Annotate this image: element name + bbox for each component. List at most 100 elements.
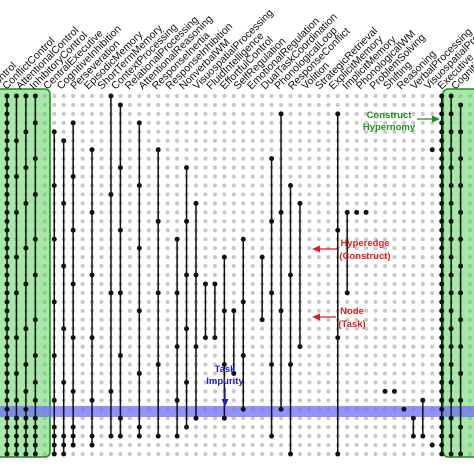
grid-dot — [175, 93, 180, 99]
hyperedge — [155, 147, 161, 439]
grid-dot — [364, 425, 369, 430]
hyperedge — [259, 254, 265, 323]
grid-dot — [392, 228, 397, 233]
grid-dot — [99, 317, 104, 322]
grid-dot — [250, 111, 255, 116]
grid-dot — [382, 228, 388, 233]
grid-dot — [392, 147, 397, 152]
task-node — [439, 227, 445, 233]
hyperedge — [448, 93, 454, 457]
grid-dot — [89, 451, 95, 457]
grid-dot — [420, 156, 425, 161]
task-node — [439, 317, 445, 323]
grid-dot — [316, 344, 321, 349]
grid-dot — [307, 93, 312, 99]
grid-dot — [401, 434, 406, 439]
grid-dot — [430, 335, 435, 340]
task-node — [4, 102, 10, 108]
grid-dot — [260, 451, 265, 457]
grid-dot — [420, 192, 425, 197]
grid-dot — [345, 111, 350, 116]
task-node — [221, 308, 227, 314]
grid-dot — [250, 263, 255, 269]
grid-dot — [382, 281, 388, 287]
grid-dot — [307, 263, 312, 269]
grid-dot — [345, 129, 350, 134]
grid-dot — [260, 102, 265, 108]
grid-dot — [193, 156, 199, 161]
grid-dot — [430, 272, 435, 278]
grid-dot — [80, 416, 85, 421]
hyperedge — [23, 93, 29, 457]
grid-dot — [316, 156, 321, 161]
grid-dot — [401, 165, 406, 170]
grid-dot — [127, 380, 132, 385]
grid-dot — [326, 442, 331, 448]
task-node — [448, 397, 454, 403]
grid-dot — [175, 451, 180, 457]
grid-dot — [411, 398, 416, 403]
task-node — [13, 370, 19, 376]
grid-dot — [165, 290, 170, 295]
grid-dot — [373, 380, 378, 385]
grid-dot — [354, 156, 359, 161]
task-node — [89, 147, 95, 153]
task-node — [23, 129, 29, 135]
grid-dot — [382, 138, 388, 143]
grid-dot — [354, 425, 359, 430]
task-node — [108, 290, 114, 296]
grid-dot — [382, 111, 388, 116]
grid-dot — [231, 129, 236, 134]
grid-dot — [278, 93, 284, 99]
grid-dot — [241, 174, 246, 179]
task-node — [448, 147, 454, 153]
grid-dot — [89, 102, 95, 108]
grid-dot — [364, 398, 369, 403]
grid-dot — [297, 434, 303, 439]
grid-dot — [212, 398, 217, 403]
grid-dot — [250, 326, 255, 331]
grid-dot — [146, 246, 151, 251]
grid-dot — [316, 398, 321, 403]
grid-dot — [212, 165, 217, 170]
grid-dot — [260, 371, 265, 376]
grid-dot — [212, 120, 217, 125]
grid-dot — [326, 451, 331, 457]
task-node — [259, 317, 265, 323]
task-node — [4, 335, 10, 341]
grid-dot — [212, 210, 217, 215]
grid-dot — [420, 219, 425, 224]
grid-dot — [316, 371, 321, 376]
grid-dot — [127, 425, 132, 430]
task-node — [439, 93, 445, 99]
task-node — [439, 147, 445, 153]
grid-dot — [99, 451, 104, 457]
grid-dot — [80, 246, 85, 251]
task-node — [297, 200, 303, 206]
grid-dot — [212, 344, 217, 349]
grid-dot — [203, 237, 208, 242]
construct-hypernomy-line2: Hypernomy — [363, 122, 416, 133]
grid-dot — [52, 93, 57, 99]
grid-dot — [108, 442, 114, 448]
grid-dot — [382, 156, 388, 161]
grid-dot — [146, 281, 151, 287]
grid-dot — [420, 380, 425, 385]
construct-hypernomy-annotation: Construct Hypernomy — [363, 110, 440, 133]
grid-dot — [146, 183, 151, 188]
task-node — [13, 254, 19, 260]
task-node — [240, 406, 246, 412]
task-node — [4, 138, 10, 144]
grid-dot — [99, 272, 104, 278]
grid-dot — [99, 255, 104, 260]
grid-dot — [260, 425, 265, 430]
grid-dot — [250, 434, 255, 439]
grid-dot — [430, 246, 435, 251]
grid-dot — [127, 156, 132, 161]
grid-dot — [99, 398, 104, 403]
task-node — [136, 183, 142, 188]
grid-dot — [364, 263, 369, 269]
grid-dot — [212, 93, 217, 99]
grid-dot — [278, 451, 284, 457]
grid-dot — [80, 317, 85, 322]
